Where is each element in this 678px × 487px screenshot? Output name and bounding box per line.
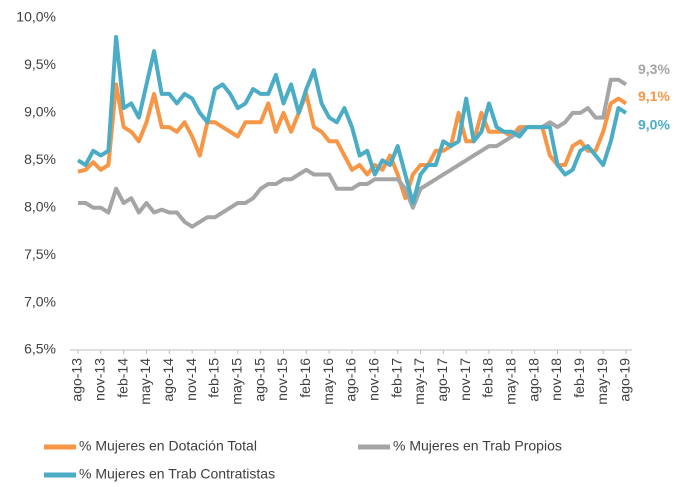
y-tick-label: 9,5% bbox=[24, 56, 56, 72]
y-tick-label: 8,5% bbox=[24, 151, 56, 167]
y-tick-label: 7,0% bbox=[24, 293, 56, 309]
x-tick-label: ago-14 bbox=[160, 358, 176, 402]
x-tick-label: nov-13 bbox=[92, 358, 108, 401]
legend-label: % Mujeres en Dotación Total bbox=[79, 438, 257, 454]
x-tick-label: may-16 bbox=[320, 358, 336, 405]
x-tick-label: feb-17 bbox=[388, 358, 404, 398]
legend-label: % Mujeres en Trab Contratistas bbox=[79, 466, 275, 482]
x-tick-label: nov-14 bbox=[183, 358, 199, 401]
x-tick-label: may-19 bbox=[594, 358, 610, 405]
x-tick-label: nov-17 bbox=[457, 358, 473, 401]
series-line bbox=[77, 82, 628, 201]
x-tick-label: ago-19 bbox=[617, 358, 633, 402]
x-tick-label: ago-18 bbox=[525, 358, 541, 402]
value-label: 9,0% bbox=[638, 117, 670, 133]
x-tick-label: feb-16 bbox=[297, 358, 313, 398]
value-label: 9,3% bbox=[638, 61, 670, 77]
x-tick-label: nov-16 bbox=[366, 358, 382, 401]
x-tick-label: nov-15 bbox=[274, 358, 290, 401]
x-tick-label: feb-14 bbox=[114, 358, 130, 398]
x-tick-label: may-18 bbox=[503, 358, 519, 405]
y-tick-label: 9,0% bbox=[24, 104, 56, 120]
x-tick-label: may-15 bbox=[229, 358, 245, 405]
y-tick-label: 10,0% bbox=[16, 9, 56, 25]
x-tick-label: feb-19 bbox=[571, 358, 587, 398]
y-tick-label: 7,5% bbox=[24, 246, 56, 262]
y-tick-label: 6,5% bbox=[24, 341, 56, 357]
x-tick-label: ago-15 bbox=[251, 358, 267, 402]
x-tick-label: nov-18 bbox=[548, 358, 564, 401]
x-tick-label: ago-16 bbox=[343, 358, 359, 402]
series-line bbox=[76, 35, 628, 205]
y-tick-label: 8,0% bbox=[24, 198, 56, 214]
x-tick-label: ago-13 bbox=[69, 358, 85, 402]
series-line bbox=[78, 77, 628, 229]
legend-label: % Mujeres en Trab Propios bbox=[393, 438, 562, 454]
x-tick-label: ago-17 bbox=[434, 358, 450, 402]
value-label: 9,1% bbox=[638, 88, 670, 104]
x-tick-label: may-17 bbox=[411, 358, 427, 405]
x-tick-label: feb-18 bbox=[480, 358, 496, 398]
x-tick-label: feb-15 bbox=[206, 358, 222, 398]
x-tick-label: may-14 bbox=[137, 358, 153, 405]
